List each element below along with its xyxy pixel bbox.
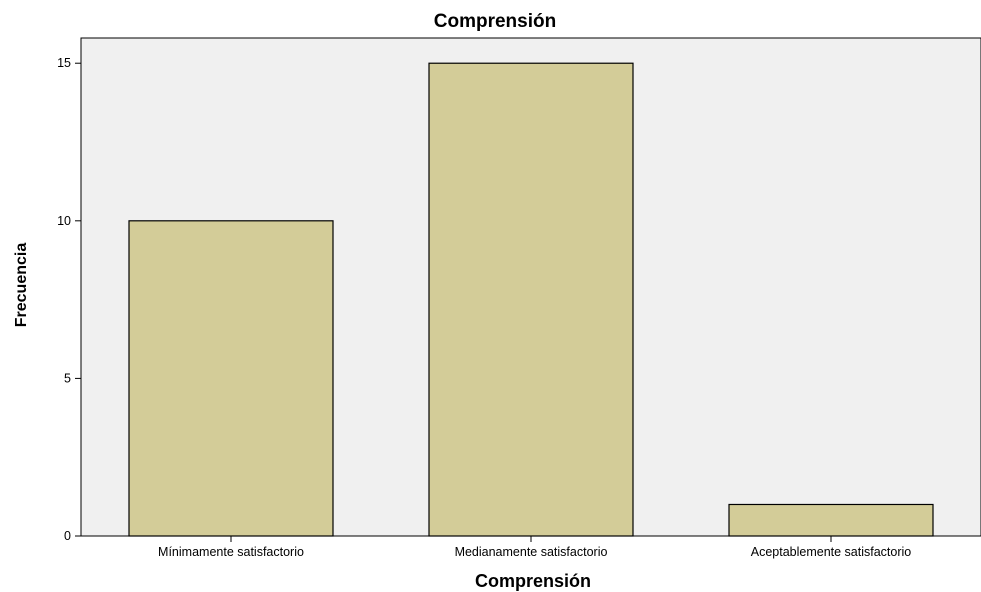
bar-1 bbox=[128, 220, 334, 537]
y-tick-label: 15 bbox=[57, 56, 71, 70]
y-tick-label: 5 bbox=[64, 371, 71, 385]
x-tick-label: Aceptablemente satisfactorio bbox=[751, 545, 912, 559]
x-axis: Mínimamente satisfactorio Medianamente sa… bbox=[158, 536, 911, 559]
x-tick-label: Medianamente satisfactorio bbox=[455, 545, 608, 559]
x-tick-label: Mínimamente satisfactorio bbox=[158, 545, 304, 559]
y-tick-label: 0 bbox=[64, 529, 71, 543]
y-tick-label: 10 bbox=[57, 214, 71, 228]
x-axis-title: Comprensión bbox=[475, 571, 591, 591]
chart-title: Comprensión bbox=[434, 11, 556, 32]
bar-2 bbox=[428, 62, 634, 537]
bars bbox=[128, 62, 934, 537]
bar-3 bbox=[728, 503, 934, 537]
y-axis-title: Frecuencia bbox=[13, 243, 30, 328]
y-axis: 0 5 10 15 bbox=[57, 56, 81, 543]
